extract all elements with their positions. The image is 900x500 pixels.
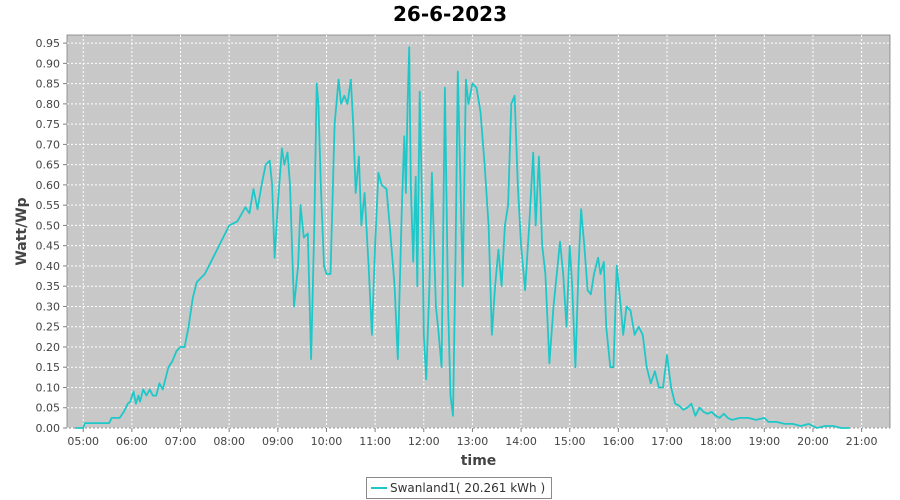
y-tick-label: 0.05 [36, 402, 61, 415]
y-tick-label: 0.70 [36, 138, 61, 151]
y-tick-label: 0.10 [36, 381, 61, 394]
x-tick-label: 06:00 [116, 435, 148, 448]
y-tick-label: 0.30 [36, 300, 61, 313]
y-tick-label: 0.55 [36, 199, 61, 212]
x-tick-label: 16:00 [603, 435, 635, 448]
x-tick-label: 18:00 [700, 435, 732, 448]
chart-title: 26-6-2023 [392, 2, 507, 26]
y-tick-label: 0.20 [36, 341, 61, 354]
x-tick-label: 17:00 [651, 435, 683, 448]
y-tick-label: 0.75 [36, 118, 61, 131]
x-tick-label: 20:00 [797, 435, 829, 448]
x-tick-label: 11:00 [359, 435, 391, 448]
x-tick-label: 15:00 [554, 435, 586, 448]
x-tick-label: 09:00 [262, 435, 294, 448]
x-tick-label: 21:00 [846, 435, 878, 448]
x-tick-label: 07:00 [165, 435, 197, 448]
y-tick-label: 0.00 [36, 422, 61, 435]
x-axis: 05:00 06:00 07:00 08:00 09:00 10:00 11:00 12:00… [67, 428, 877, 448]
y-axis-label: Watt/Wp [14, 197, 30, 265]
y-tick-label: 0.25 [36, 321, 61, 334]
legend-label: Swanland1( 20.261 kWh ) [390, 481, 546, 495]
y-tick-label: 0.60 [36, 179, 61, 192]
y-axis: 0.00 0.05 0.10 0.15 0.20 0.25 0.30 0.35 0.40 0.45… [36, 37, 67, 435]
x-tick-label: 05:00 [67, 435, 99, 448]
y-tick-label: 0.95 [36, 37, 61, 50]
y-tick-label: 0.15 [36, 361, 61, 374]
legend: Swanland1( 20.261 kWh ) [366, 477, 553, 499]
series-layer [75, 46, 850, 429]
x-tick-label: 19:00 [748, 435, 780, 448]
plot-background [66, 34, 891, 429]
y-tick-label: 0.65 [36, 159, 61, 172]
y-tick-label: 0.90 [36, 57, 61, 70]
x-tick-label: 14:00 [505, 435, 537, 448]
series-line [75, 46, 850, 429]
y-tick-label: 0.50 [36, 219, 61, 232]
y-tick-label: 0.85 [36, 78, 61, 91]
x-axis-label: time [461, 453, 497, 469]
y-tick-label: 0.40 [36, 260, 61, 273]
x-tick-label: 10:00 [311, 435, 343, 448]
x-tick-label: 08:00 [213, 435, 245, 448]
x-tick-label: 12:00 [408, 435, 440, 448]
y-tick-label: 0.35 [36, 280, 61, 293]
x-tick-label: 13:00 [457, 435, 489, 448]
legend-swatch [371, 487, 387, 489]
y-tick-label: 0.45 [36, 240, 61, 253]
y-tick-label: 0.80 [36, 98, 61, 111]
